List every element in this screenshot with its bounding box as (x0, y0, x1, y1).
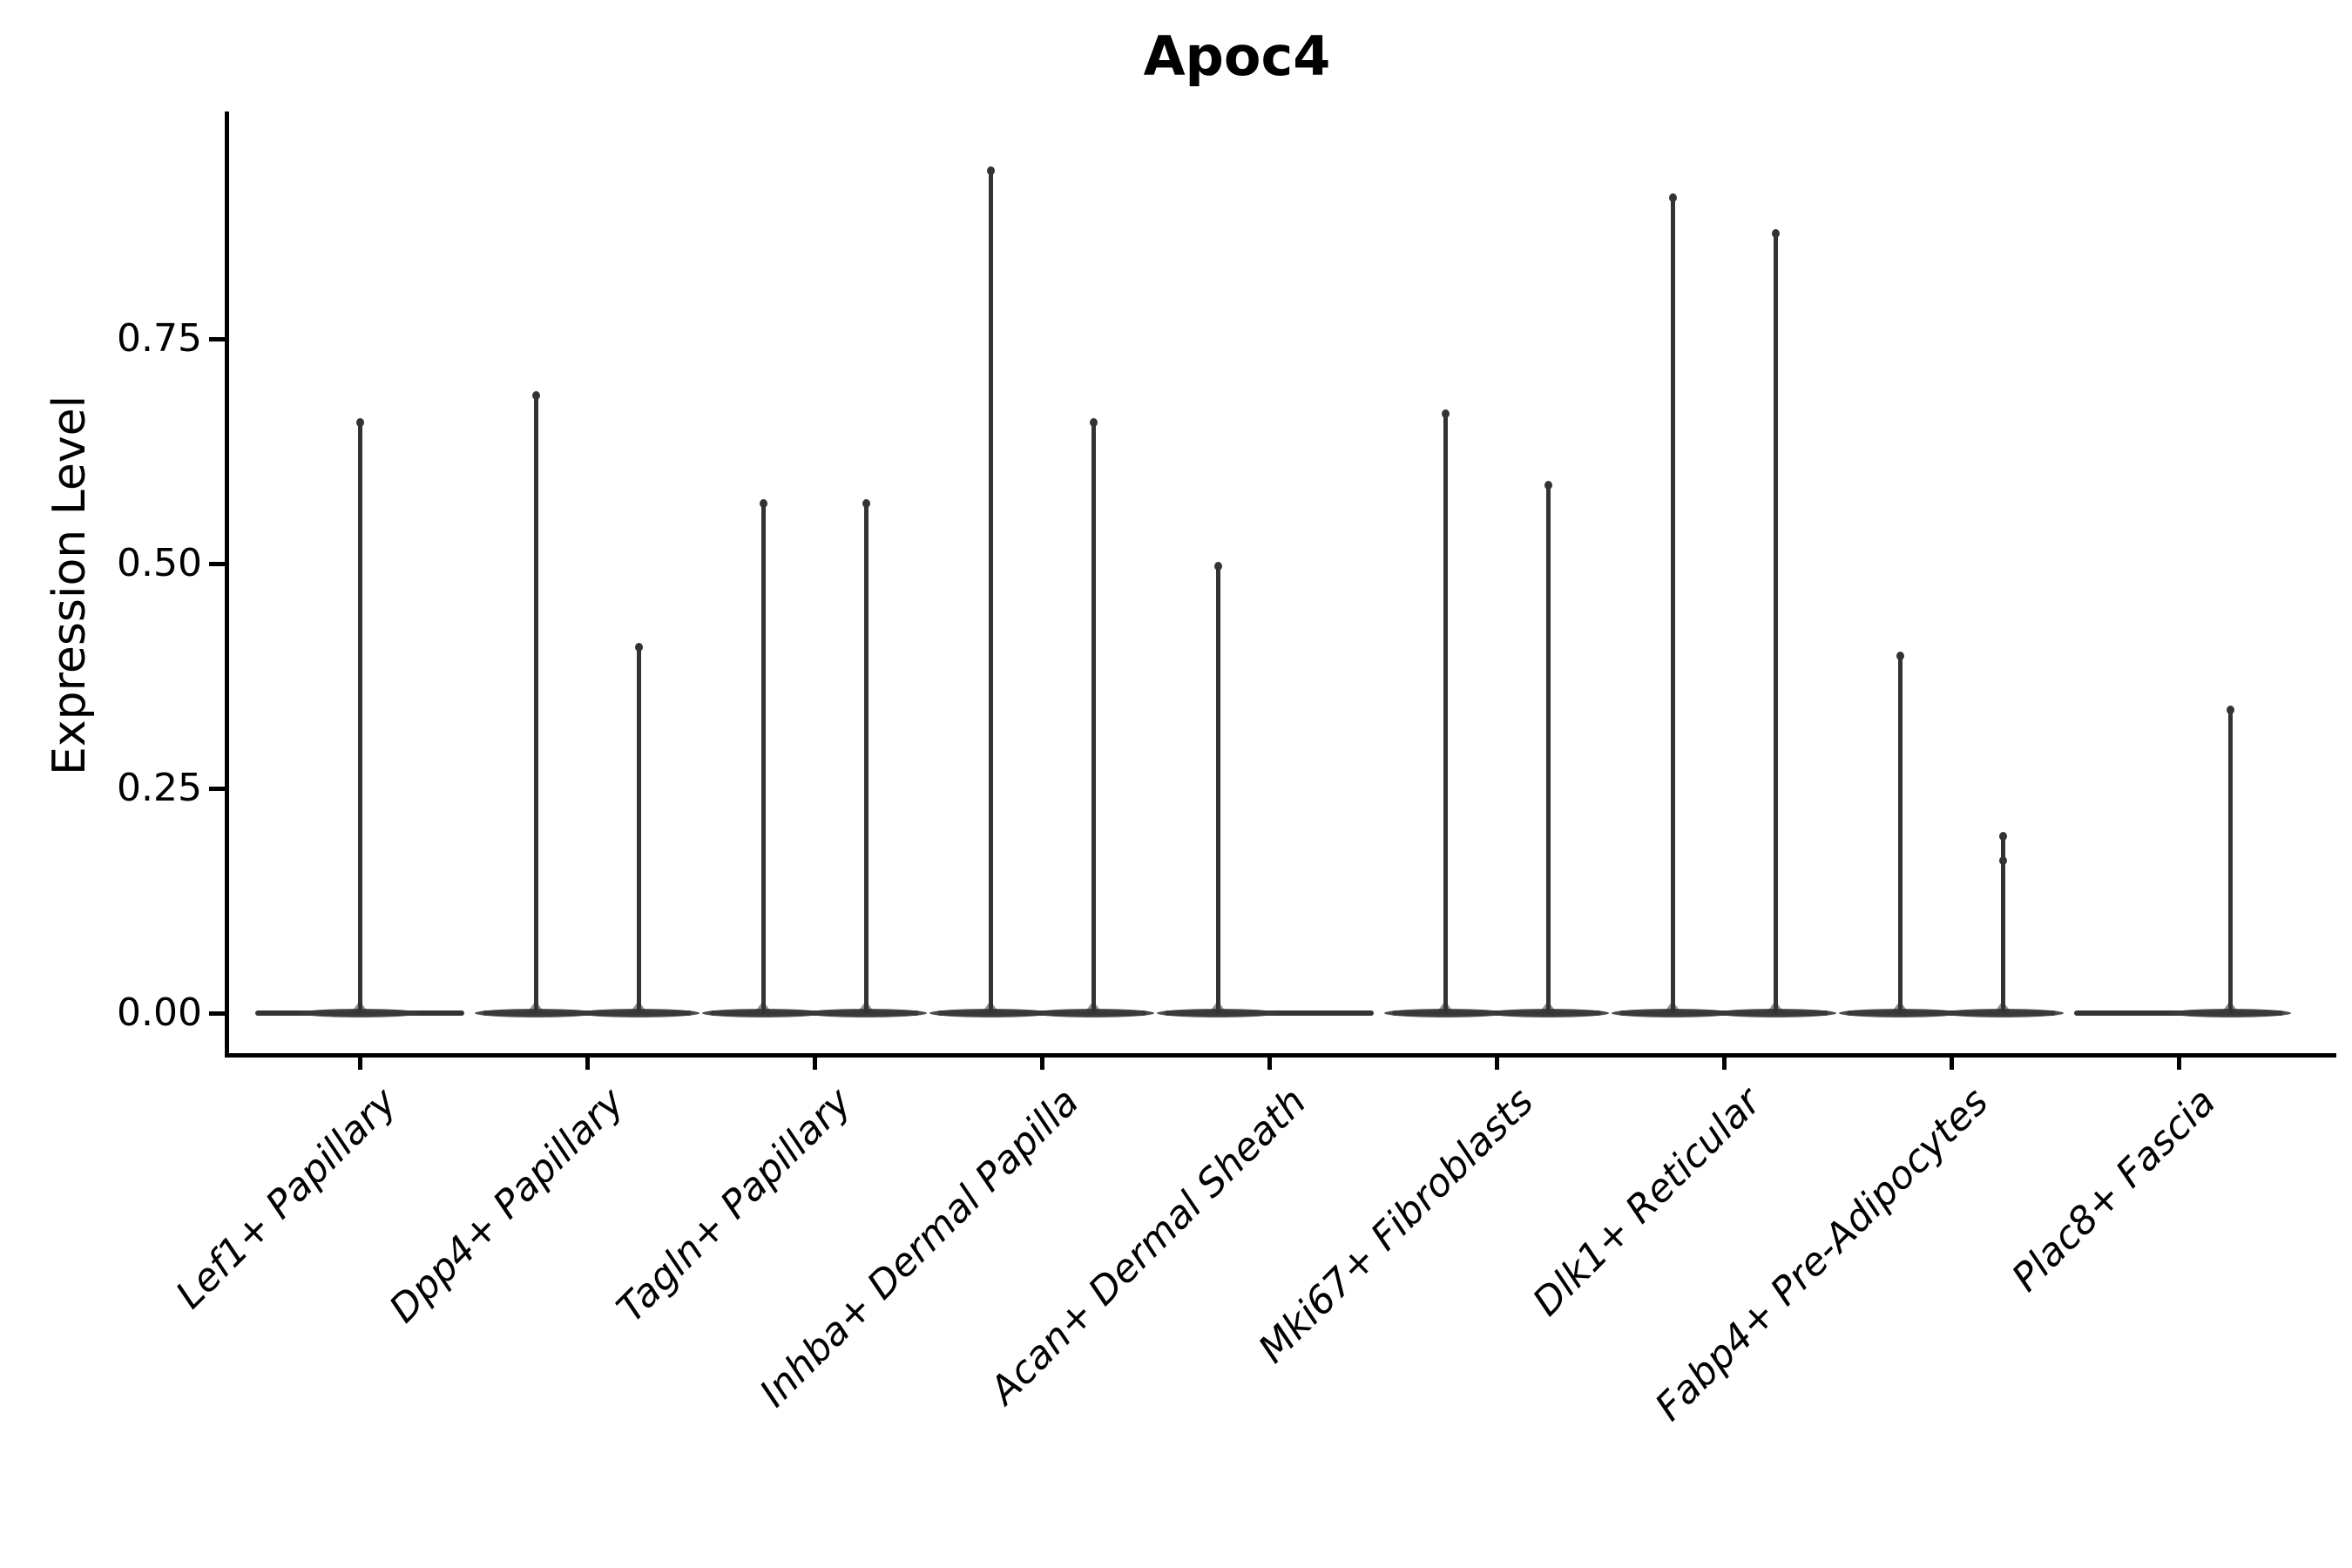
y-tick-label: 0.00 (117, 990, 202, 1035)
x-tick-label: Inhba+ Dermal Papilla (751, 1079, 1088, 1416)
x-axis-spine (225, 1053, 2336, 1058)
violin-base-bulge (2169, 1009, 2291, 1017)
violin-spike-tip (531, 390, 540, 400)
x-tick (585, 1056, 590, 1070)
violin-spike-tip (1213, 562, 1222, 571)
violin-base-bulge (475, 1009, 597, 1017)
x-tick (1721, 1056, 1727, 1070)
x-tick (2176, 1056, 2181, 1070)
violin-spike-tip (1896, 652, 1904, 661)
violin-spike-tip (1544, 481, 1552, 490)
violin-spike (760, 500, 766, 1013)
violin-base-bulge (1487, 1009, 1609, 1017)
violin-base-bulge (1839, 1009, 1961, 1017)
violin-spike-tip (1668, 193, 1677, 202)
violin-spike-tip (1771, 229, 1780, 239)
violin-spike (1897, 653, 1903, 1013)
x-tick (1267, 1056, 1272, 1070)
violin-spike (1091, 419, 1096, 1013)
x-tick-label: Fabp4+ Pre-Adipocytes (1646, 1079, 1997, 1430)
violin-spike-tip (355, 417, 364, 427)
violin-spike (636, 644, 641, 1013)
x-tick (1494, 1056, 1499, 1070)
chart-title: Apoc4 (1143, 24, 1331, 88)
violin-spike-tip (1089, 417, 1098, 427)
y-tick-label: 0.25 (117, 766, 202, 810)
x-tick-label: Mki67+ Fibroblasts (1250, 1079, 1543, 1372)
violin-base-bulge (1157, 1009, 1279, 1017)
violin-spike (1670, 194, 1675, 1013)
violin-spike (2000, 833, 2005, 1013)
x-tick (1039, 1056, 1044, 1070)
violin-base-bulge (1612, 1009, 1734, 1017)
violin-base-bulge (929, 1009, 1051, 1017)
y-tick (209, 1010, 225, 1016)
x-tick-label: Tagln+ Papillary (608, 1079, 861, 1332)
violin-spike (1773, 231, 1778, 1013)
violin-base-bulge (1714, 1009, 1836, 1017)
x-tick (1949, 1056, 1954, 1070)
x-tick-label: Dpp4+ Papillary (381, 1079, 633, 1332)
violin-base-bulge (578, 1009, 700, 1017)
violin-spike (357, 419, 362, 1013)
violin-spike (1443, 410, 1448, 1013)
y-tick (209, 336, 225, 341)
violin-spike-tip (634, 642, 643, 652)
y-axis-spine (225, 112, 229, 1058)
violin-base-bulge (1384, 1009, 1506, 1017)
violin-base-bulge (299, 1009, 421, 1017)
x-tick-label: Lef1+ Papillary (167, 1079, 406, 1318)
violin-spike (1545, 483, 1551, 1013)
violin-spike-tip (1441, 409, 1450, 418)
violin-base-bulge (805, 1009, 927, 1017)
violin-spike-tip (986, 166, 995, 175)
x-tick-label: Plac8+ Fascia (2003, 1079, 2225, 1301)
violin-spike (2227, 707, 2233, 1013)
x-tick-label: Dlk1+ Reticular (1524, 1079, 1770, 1325)
violin-spike-tip (2226, 706, 2234, 715)
y-tick-label: 0.50 (117, 541, 202, 585)
violin-spike (1215, 564, 1220, 1013)
y-tick (209, 786, 225, 791)
violin-spike (988, 167, 993, 1013)
violin-spike (863, 500, 868, 1013)
y-tick-label: 0.75 (117, 316, 202, 361)
violin-base-bulge (1032, 1009, 1154, 1017)
x-tick (357, 1056, 362, 1070)
violin-base-bulge (1942, 1009, 2064, 1017)
violin-base-bulge (702, 1009, 824, 1017)
violin-spike-knob (1998, 855, 2007, 865)
y-tick (209, 561, 225, 566)
violin-spike-tip (1998, 831, 2007, 841)
violin-spike (533, 392, 538, 1013)
x-tick (812, 1056, 817, 1070)
violin-spike-tip (862, 498, 870, 508)
violin-spike-tip (759, 498, 767, 508)
x-tick-label: Acan+ Dermal Sheath (981, 1079, 1315, 1413)
